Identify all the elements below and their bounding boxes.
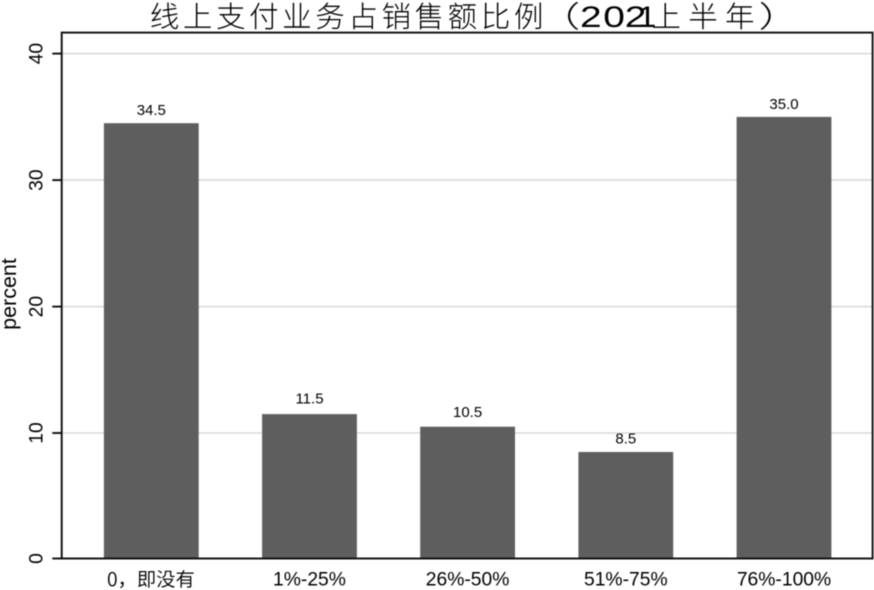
svg-text:34.5: 34.5 <box>137 102 166 119</box>
svg-text:11.5: 11.5 <box>295 390 323 407</box>
svg-text:2: 2 <box>580 1 602 33</box>
svg-text:10.5: 10.5 <box>453 404 482 421</box>
svg-text:8.5: 8.5 <box>615 431 636 448</box>
svg-text:percent: percent <box>0 258 21 330</box>
svg-text:0: 0 <box>603 1 625 33</box>
svg-text:2: 2 <box>625 1 647 33</box>
svg-text:20: 20 <box>26 296 47 317</box>
svg-text:51%-75%: 51%-75% <box>584 570 668 590</box>
svg-text:1: 1 <box>638 0 657 33</box>
svg-text:26%-50%: 26%-50% <box>426 570 510 590</box>
svg-text:10: 10 <box>26 422 47 443</box>
svg-text:0: 0 <box>26 553 47 564</box>
svg-text:35.0: 35.0 <box>769 96 798 113</box>
svg-text:40: 40 <box>26 43 47 64</box>
svg-text:76%-100%: 76%-100% <box>737 570 831 590</box>
svg-text:30: 30 <box>26 169 47 190</box>
svg-text:1%-25%: 1%-25% <box>273 570 346 590</box>
